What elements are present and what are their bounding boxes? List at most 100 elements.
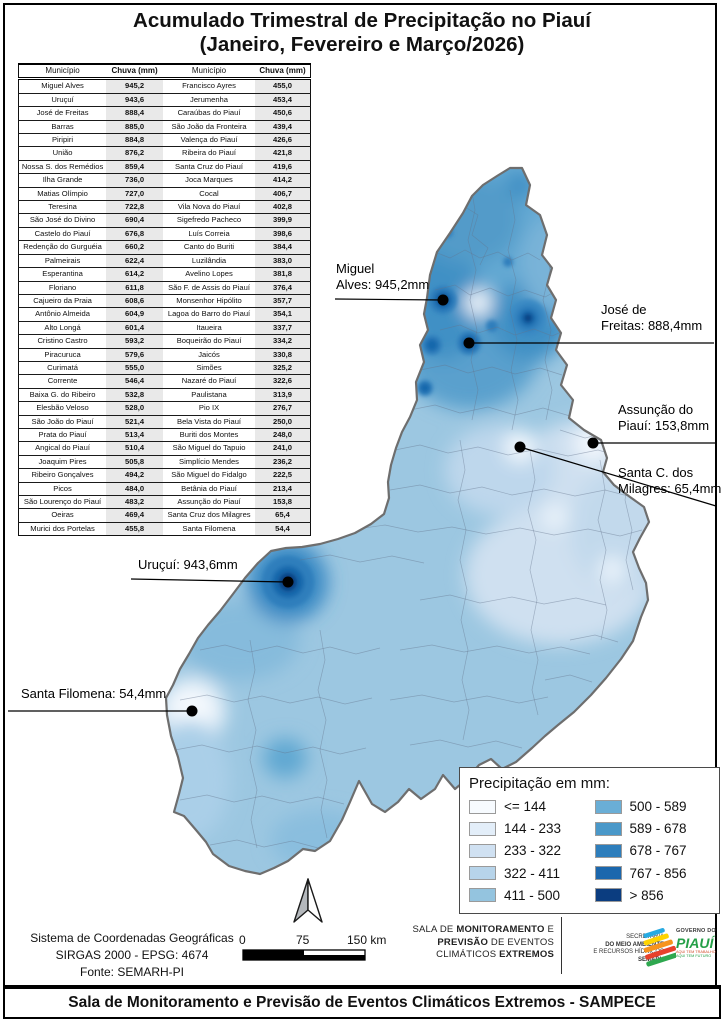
rain-value-cell: 484,0 xyxy=(106,481,164,496)
rain-value-cell: 505,8 xyxy=(106,454,164,469)
rain-value-cell: 660,2 xyxy=(106,240,164,255)
municipality-cell: Picos xyxy=(18,481,107,496)
page-title: Acumulado Trimestral de Precipitação no … xyxy=(0,9,724,57)
rain-value-cell: 455,8 xyxy=(106,521,164,536)
legend-swatch xyxy=(594,888,622,903)
table-row: Piripiri 884,8 Valença do Piauí 426,6 xyxy=(18,133,311,147)
municipality-boundaries xyxy=(174,169,646,849)
rain-value-cell: 455,0 xyxy=(255,78,311,94)
municipality-cell: Miguel Alves xyxy=(18,78,107,94)
municipality-cell: Palmeirais xyxy=(18,253,107,268)
rain-value-cell: 859,4 xyxy=(106,159,164,174)
municipality-cell: Cajueiro da Praia xyxy=(18,293,107,308)
location-dot xyxy=(186,294,599,717)
rain-value-cell: 453,4 xyxy=(255,92,311,107)
legend-swatch xyxy=(469,799,496,814)
column-header-chuva: Chuva (mm) xyxy=(106,63,164,81)
municipality-cell: Simplício Mendes xyxy=(163,454,255,469)
rain-value-cell: 614,2 xyxy=(106,267,164,281)
crs-line3: Fonte: SEMARH-PI xyxy=(79,965,185,979)
rain-value-cell: 604,9 xyxy=(106,307,164,322)
municipality-cell: Floriano xyxy=(18,280,107,295)
municipality-cell: Piracuruca xyxy=(18,347,107,362)
table-row: Picos 484,0 Betânia do Piauí 213,4 xyxy=(18,481,311,496)
scalebar-tick-75: 75 xyxy=(296,933,310,947)
municipality-cell: Barras xyxy=(18,119,107,134)
annotation-santa-filomena: Santa Filomena: 54,4mm xyxy=(21,686,167,701)
rain-value-cell: 354,1 xyxy=(255,307,311,322)
north-arrow-icon xyxy=(293,878,323,923)
rain-value-cell: 399,9 xyxy=(255,213,311,228)
municipality-cell: São João do Piauí xyxy=(18,414,107,429)
municipality-cell: Santa Cruz do Piauí xyxy=(163,159,255,174)
municipality-cell: Sigefredo Pacheco xyxy=(163,213,255,228)
table-row: Piracuruca 579,6 Jaicós 330,8 xyxy=(18,347,311,362)
annotation-assuncao-do-piaui: Assunção do Piauí: 153,8mm xyxy=(618,402,710,433)
annotation-urucui: Uruçuí: 943,6mm xyxy=(138,557,238,572)
table-row: Ribeiro Gonçalves 494,2 São Miguel do Fida… xyxy=(18,468,311,483)
rain-value-cell: 884,8 xyxy=(106,133,164,147)
rain-value-cell: 54,4 xyxy=(255,521,311,536)
municipality-cell: Antônio Almeida xyxy=(18,307,107,322)
table-row: Elesbão Veloso 528,0 Pio IX 276,7 xyxy=(18,401,311,416)
rain-value-cell: 876,2 xyxy=(106,146,164,161)
page-title-line2: (Janeiro, Fevereiro e Março/2026) xyxy=(199,33,525,56)
table-header-row: Município Chuva (mm) Município Chuva (mm) xyxy=(18,63,311,81)
table-row: Redenção do Gurguéia 660,2 Canto do Buriti… xyxy=(18,240,311,255)
governo-piaui-wordmark: GOVERNO DO PIAUÍ AQUI TEM TRABALHO AQUI … xyxy=(676,928,716,958)
legend-swatch xyxy=(594,843,622,858)
table-row: Matias Olímpio 727,0 Cocal 406,7 xyxy=(18,186,311,201)
municipality-cell: Pio IX xyxy=(163,401,255,416)
municipality-cell: Angical do Piauí xyxy=(18,441,107,456)
municipality-cell: Monsenhor Hipólito xyxy=(163,293,255,308)
legend-item: 500 - 589 xyxy=(594,799,711,815)
rain-value-cell: 593,2 xyxy=(106,334,164,349)
annotation-miguel-alves: Miguel Alves: 945,2mm xyxy=(336,261,430,292)
scale-bar xyxy=(242,949,366,961)
rain-value-cell: 241,0 xyxy=(255,441,311,456)
table-row: Curimatá 555,0 Simões 325,2 xyxy=(18,360,311,375)
table-row: Angical do Piauí 510,4 São Miguel do Tapui… xyxy=(18,441,311,456)
municipality-cell: Ribeira do Piauí xyxy=(163,146,255,161)
rain-value-cell: 513,4 xyxy=(106,427,164,442)
rain-value-cell: 398,6 xyxy=(255,226,311,241)
rain-value-cell: 334,2 xyxy=(255,334,311,349)
municipality-cell: Esperantina xyxy=(18,267,107,281)
municipality-cell: Baixa G. do Ribeiro xyxy=(18,387,107,402)
rain-value-cell: 357,7 xyxy=(255,293,311,308)
municipality-cell: São Lourenço do Piauí xyxy=(18,494,107,509)
legend-label: 589 - 678 xyxy=(629,821,687,837)
municipality-cell: Redenção do Gurguéia xyxy=(18,240,107,255)
legend-swatch xyxy=(469,866,496,881)
legend-item: 767 - 856 xyxy=(594,866,711,881)
rain-value-cell: 337,7 xyxy=(255,320,311,335)
table-row: Cajueiro da Praia 608,6 Monsenhor Hipólito… xyxy=(18,293,311,308)
legend-label: 233 - 322 xyxy=(504,843,562,859)
municipality-cell: Simões xyxy=(163,360,255,375)
table-row: Prata do Piauí 513,4 Buriti dos Montes 248,… xyxy=(18,427,311,442)
municipality-cell: José de Freitas xyxy=(18,106,107,121)
municipality-cell: Teresina xyxy=(18,200,107,214)
table-row: Uruçuí 943,6 Jerumenha 453,4 xyxy=(18,92,311,107)
municipality-cell: Betânia do Piauí xyxy=(163,481,255,496)
municipality-cell: Matias Olímpio xyxy=(18,186,107,201)
legend-label: 411 - 500 xyxy=(504,887,561,903)
legend-item: 233 - 322 xyxy=(469,843,585,858)
rain-value-cell: 736,0 xyxy=(106,173,164,188)
rain-value-cell: 250,0 xyxy=(255,414,311,429)
table-row: Baixa G. do Ribeiro 532,8 Paulistana 313,9 xyxy=(18,387,311,402)
municipality-cell: Cocal xyxy=(163,186,255,201)
column-header-chuva: Chuva (mm) xyxy=(255,63,311,81)
municipality-cell: Prata do Piauí xyxy=(18,427,107,442)
municipality-cell: São José do Divino xyxy=(18,213,107,228)
rain-value-cell: 494,2 xyxy=(106,468,164,483)
legend-swatch xyxy=(594,866,622,881)
municipality-cell: União xyxy=(18,146,107,161)
legend-label: 500 - 589 xyxy=(629,799,687,815)
municipality-cell: Joca Marques xyxy=(163,173,255,188)
scalebar-tick-150km: 150 km xyxy=(347,933,387,947)
rain-value-cell: 722,8 xyxy=(106,200,164,214)
rain-value-cell: 450,6 xyxy=(255,106,311,121)
legend-item: 322 - 411 xyxy=(469,866,585,881)
legend-label: 322 - 411 xyxy=(504,865,561,881)
